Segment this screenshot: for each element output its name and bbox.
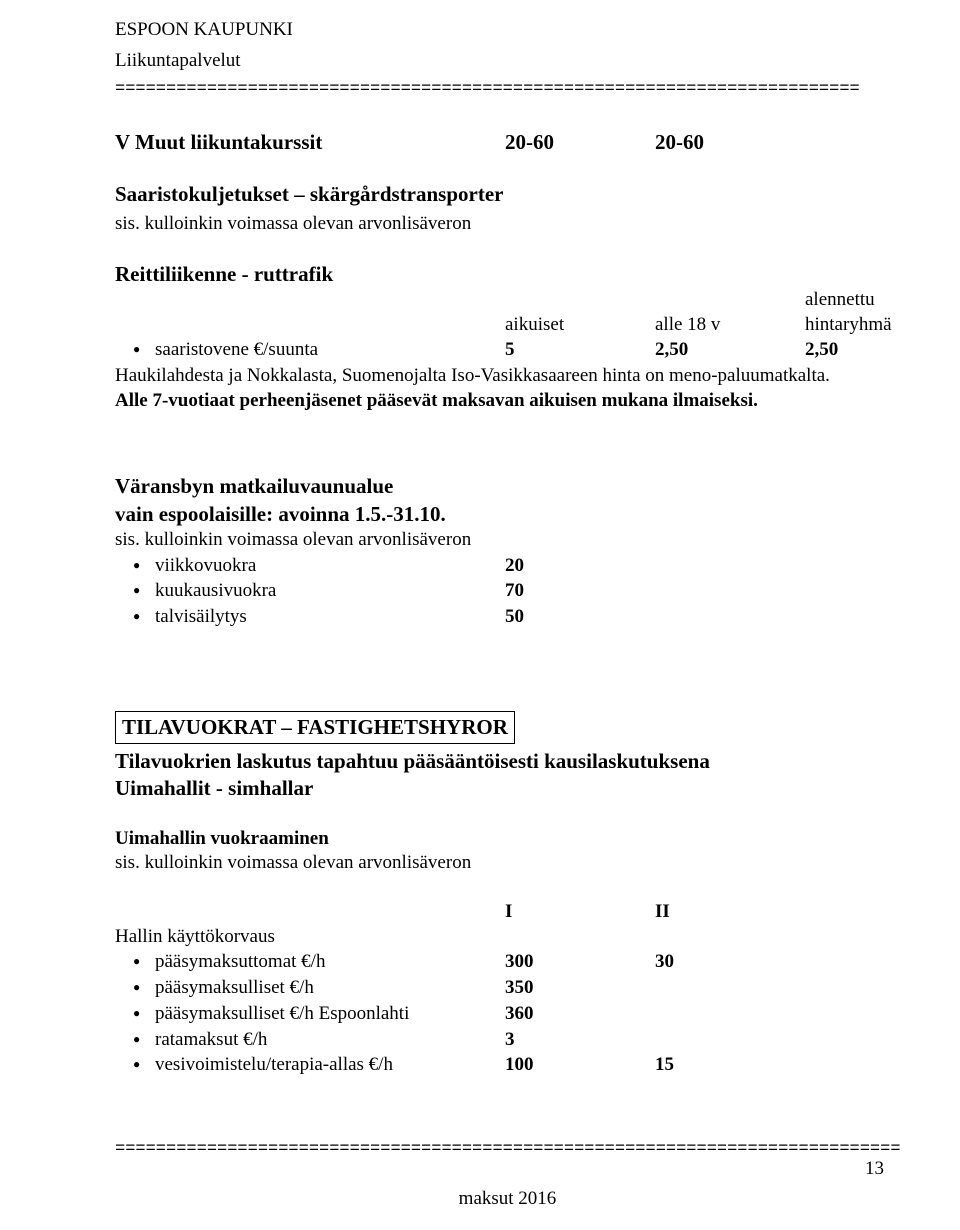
varansby-item-2: ● talvisäilytys 50: [115, 605, 860, 630]
saaristo-note1: Haukilahdesta ja Nokkalasta, Suomenojalt…: [115, 364, 860, 389]
header-org: ESPOON KAUPUNKI: [115, 18, 860, 43]
saaristo-title: Saaristokuljetukset – skärgårdstransport…: [115, 181, 860, 208]
saaristo-item-v3: 2,50: [805, 338, 925, 363]
kurssit-label: V Muut liikuntakurssit: [115, 129, 505, 156]
saaristo-col3-line1: alennettu: [805, 288, 925, 313]
kurssit-v1: 20-60: [505, 129, 655, 156]
pool-item-4: ● vesivoimistelu/terapia-allas €/h 100 1…: [115, 1053, 860, 1078]
varansby-item-v: 70: [505, 579, 655, 604]
pool-title: Uimahallin vuokraaminen: [115, 827, 860, 852]
saaristo-item-row: ● saaristovene €/suunta 5 2,50 2,50: [115, 338, 860, 363]
pool-item-label: pääsymaksulliset €/h Espoonlahti: [155, 1002, 505, 1027]
pool-item-label: ratamaksut €/h: [155, 1028, 505, 1053]
varansby-item-label: talvisäilytys: [155, 605, 505, 630]
pool-item-v1: 350: [505, 976, 655, 1001]
bullet-icon: ●: [115, 950, 155, 972]
tilavuokrat-sub2: Uimahallit - simhallar: [115, 775, 860, 802]
saaristo-vat: sis. kulloinkin voimassa olevan arvonlis…: [115, 212, 860, 237]
kurssit-v2: 20-60: [655, 129, 805, 156]
saaristo-col1: aikuiset: [505, 313, 655, 338]
pool-item-3: ● ratamaksut €/h 3: [115, 1028, 860, 1053]
varansby-item-label: viikkovuokra: [155, 554, 505, 579]
header-dept: Liikuntapalvelut: [115, 49, 860, 74]
pool-col2: II: [655, 900, 805, 925]
varansby-item-v: 50: [505, 605, 655, 630]
tilavuokrat-heading: TILAVUOKRAT – FASTIGHETSHYROR: [115, 711, 515, 744]
pool-vat: sis. kulloinkin voimassa olevan arvonlis…: [115, 851, 860, 876]
saaristo-item-label: saaristovene €/suunta: [155, 338, 505, 363]
pool-item-label: pääsymaksuttomat €/h: [155, 950, 505, 975]
pool-item-0: ● pääsymaksuttomat €/h 300 30: [115, 950, 860, 975]
pool-item-v1: 360: [505, 1002, 655, 1027]
saaristo-item-v2: 2,50: [655, 338, 805, 363]
saaristo-col2: alle 18 v: [655, 313, 805, 338]
pool-item-v1: 3: [505, 1028, 655, 1053]
divider-bottom: ========================================…: [115, 1139, 900, 1161]
pool-item-2: ● pääsymaksulliset €/h Espoonlahti 360: [115, 1002, 860, 1027]
varansby-item-1: ● kuukausivuokra 70: [115, 579, 860, 604]
footer-text: maksut 2016: [115, 1187, 900, 1212]
varansby-item-label: kuukausivuokra: [155, 579, 505, 604]
bullet-icon: ●: [115, 1002, 155, 1024]
bullet-icon: ●: [115, 1028, 155, 1050]
pool-item-v2: 15: [655, 1053, 805, 1078]
pool-item-label: pääsymaksulliset €/h: [155, 976, 505, 1001]
saaristo-sub: Reittiliikenne - ruttrafik: [115, 261, 860, 288]
pool-item-v2: 30: [655, 950, 805, 975]
bullet-icon: ●: [115, 1053, 155, 1075]
pool-col1: I: [505, 900, 655, 925]
pool-item-1: ● pääsymaksulliset €/h 350: [115, 976, 860, 1001]
kurssit-row: V Muut liikuntakurssit 20-60 20-60: [115, 129, 860, 156]
halli-label: Hallin käyttökorvaus: [115, 925, 860, 950]
varansby-title1: Väransbyn matkailuvaunualue: [115, 473, 860, 500]
saaristo-item-v1: 5: [505, 338, 655, 363]
varansby-title2: vain espoolaisille: avoinna 1.5.-31.10.: [115, 501, 860, 528]
pool-item-v1: 300: [505, 950, 655, 975]
varansby-item-0: ● viikkovuokra 20: [115, 554, 860, 579]
tilavuokrat-sub1: Tilavuokrien laskutus tapahtuu pääsääntö…: [115, 748, 860, 775]
bullet-icon: ●: [115, 579, 155, 601]
bullet-icon: ●: [115, 554, 155, 576]
bullet-icon: ●: [115, 338, 155, 360]
saaristo-col3-line2: hintaryhmä: [805, 313, 925, 338]
saaristo-note2: Alle 7-vuotiaat perheenjäsenet pääsevät …: [115, 389, 860, 414]
varansby-vat: sis. kulloinkin voimassa olevan arvonlis…: [115, 528, 860, 553]
pool-item-label: vesivoimistelu/terapia-allas €/h: [155, 1053, 505, 1078]
bullet-icon: ●: [115, 605, 155, 627]
bullet-icon: ●: [115, 976, 155, 998]
varansby-item-v: 20: [505, 554, 655, 579]
pool-item-v1: 100: [505, 1053, 655, 1078]
divider-top: ========================================…: [115, 79, 860, 101]
